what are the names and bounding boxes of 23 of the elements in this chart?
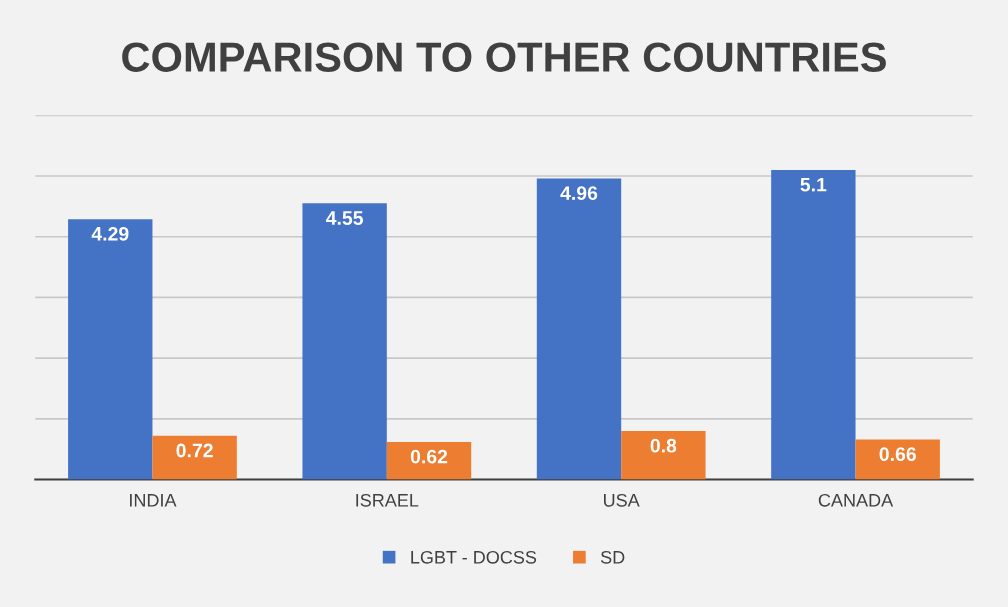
bar xyxy=(855,439,940,480)
bar xyxy=(302,203,387,480)
bar xyxy=(386,441,472,480)
x-tick-label: ISRAEL xyxy=(356,493,419,507)
x-tick-label: CANADA xyxy=(818,493,894,507)
bar xyxy=(621,430,706,480)
legend-label: LGBT - DOCSS xyxy=(411,550,537,564)
data-label: 4.55 xyxy=(326,211,364,225)
data-label: 5.1 xyxy=(800,177,827,192)
legend-label: SD xyxy=(600,550,625,564)
bar xyxy=(152,435,237,480)
data-label: 4.29 xyxy=(91,226,129,241)
data-label: 4.96 xyxy=(560,186,598,201)
bar xyxy=(771,169,856,480)
data-label: 0.8 xyxy=(650,438,677,453)
data-label: 0.72 xyxy=(176,443,213,458)
bar xyxy=(68,219,153,480)
bar xyxy=(536,178,622,480)
data-label: 0.66 xyxy=(879,447,916,462)
chart-title: COMPARISON TO OTHER COUNTRIES xyxy=(122,42,886,72)
x-tick-label: USA xyxy=(604,493,640,507)
data-label: 0.62 xyxy=(410,449,448,464)
x-tick-label: INDIA xyxy=(130,494,177,507)
